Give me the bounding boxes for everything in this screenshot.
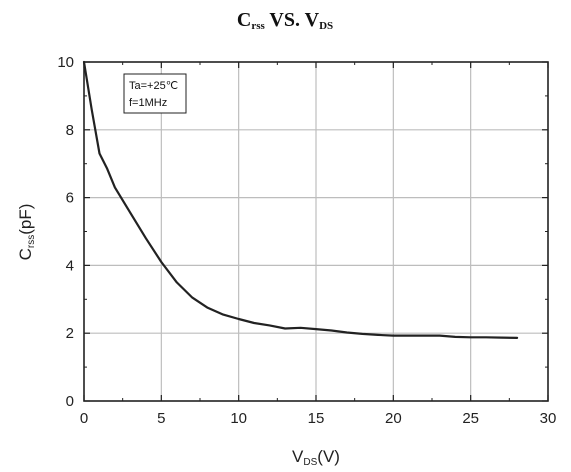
legend-line-temperature: Ta=+25℃ (129, 80, 178, 92)
x-tick-label: 30 (540, 410, 557, 427)
plot-frame (83, 61, 549, 402)
y-tick-label: 10 (57, 54, 74, 71)
x-tick-labels: 0 5 10 15 20 25 30 (80, 410, 557, 427)
chart-title: Crss VS. VDS (237, 9, 333, 32)
x-axis-label: VDS(V) (292, 447, 340, 468)
y-tick-label: 6 (66, 190, 74, 207)
y-tick-label: 4 (66, 257, 74, 274)
x-tick-label: 25 (462, 410, 479, 427)
x-tick-label: 20 (385, 410, 402, 427)
x-tick-label: 15 (308, 410, 325, 427)
y-axis-label: Crss(pF) (16, 204, 37, 261)
legend: Ta=+25℃ f=1MHz (123, 73, 187, 114)
x-tick-label: 5 (157, 410, 165, 427)
y-tick-labels: 0 2 4 6 8 10 (57, 54, 74, 410)
legend-box (123, 73, 187, 114)
y-tick-label: 8 (66, 122, 74, 139)
series-group (82, 60, 519, 339)
x-tick-label: 0 (80, 410, 88, 427)
x-tick-label: 10 (230, 410, 247, 427)
y-tick-label: 0 (66, 393, 74, 410)
series-line-crss (82, 60, 519, 339)
y-tick-label: 2 (66, 325, 74, 342)
legend-line-frequency: f=1MHz (129, 97, 167, 109)
grid (84, 62, 548, 401)
